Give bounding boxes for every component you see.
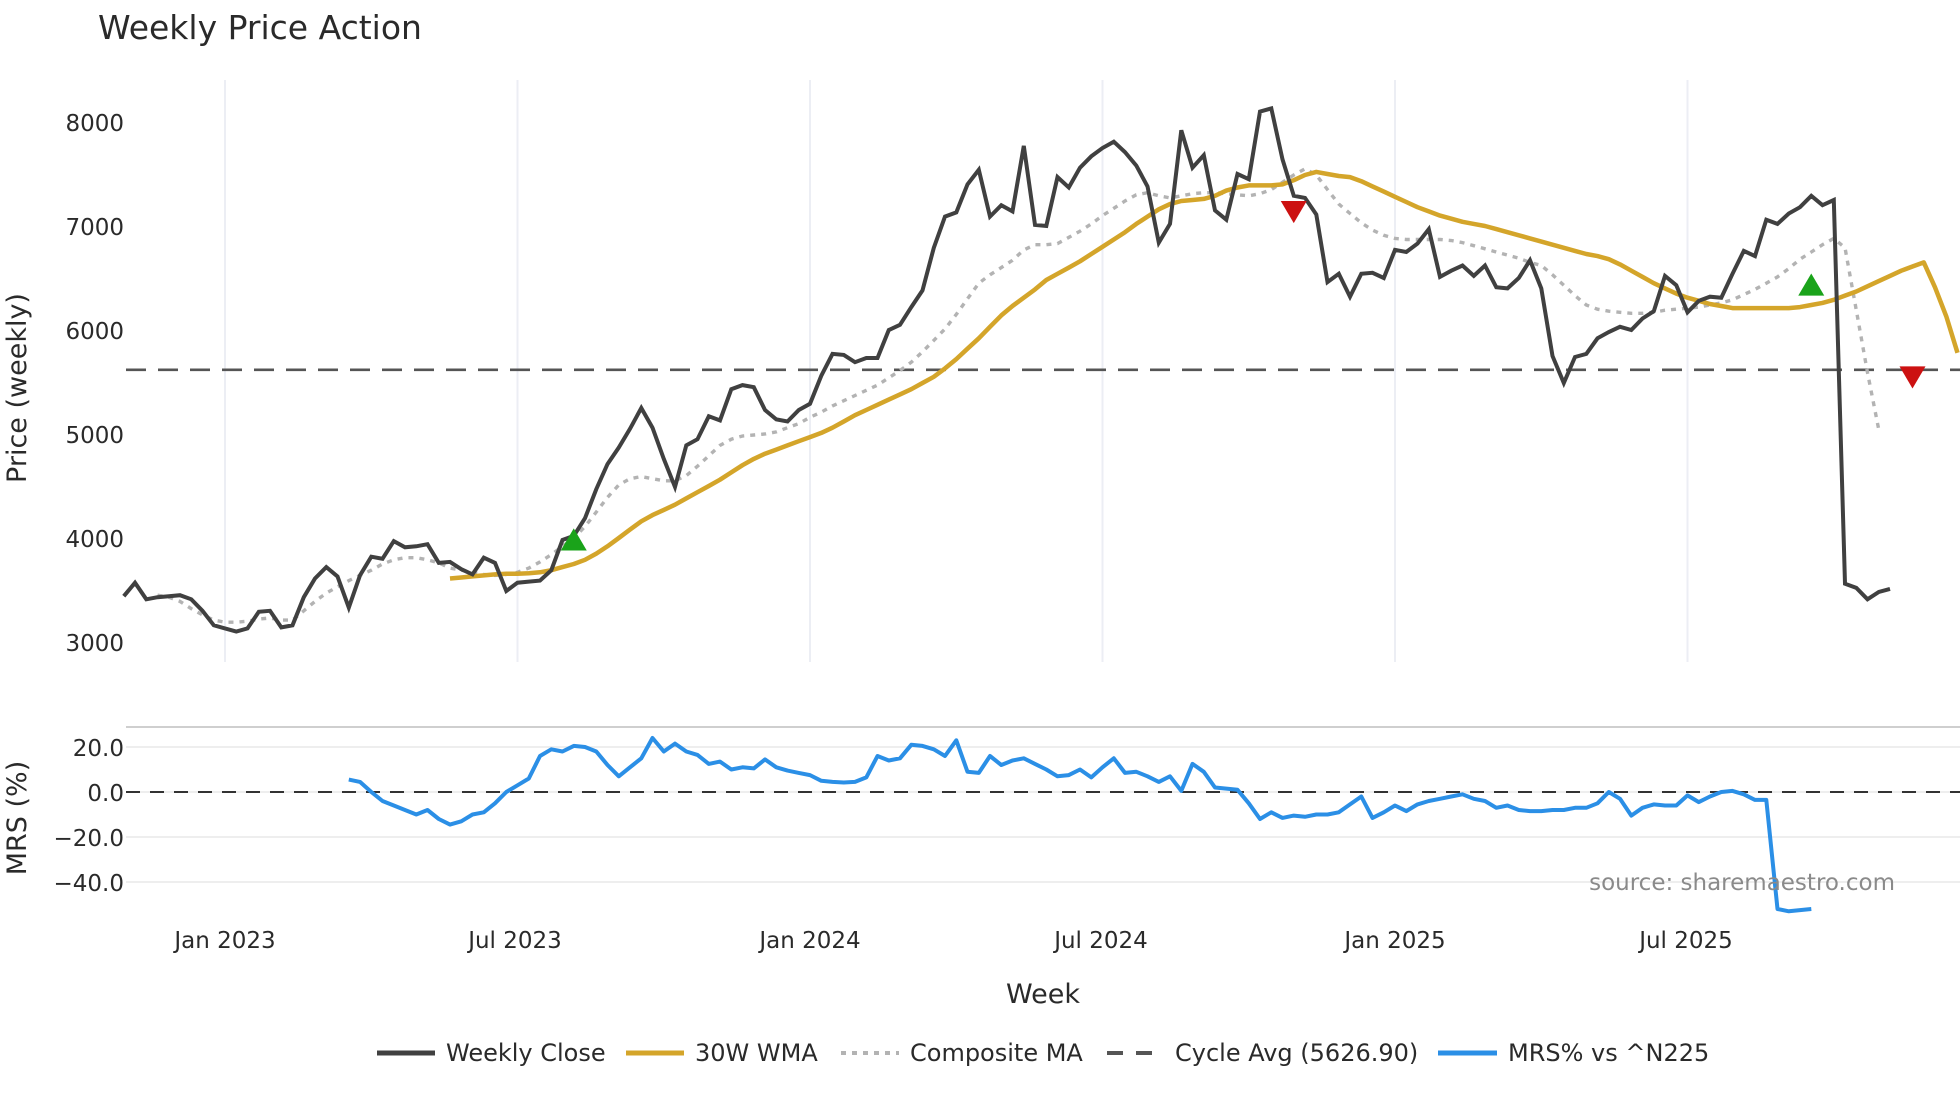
sell-signal-triangle-down-icon (1899, 366, 1926, 389)
buy-signal-triangle-up-icon (560, 528, 587, 551)
signal-markers (560, 201, 1926, 551)
mrs-tick-0: 0.0 (87, 781, 124, 807)
mrs-tick-minus-20: −20.0 (54, 826, 124, 852)
x-tick-jul-2023: Jul 2023 (466, 928, 562, 954)
y-tick-5000: 5000 (65, 423, 124, 449)
legend-item-wma[interactable]: 30W WMA (626, 1039, 818, 1067)
legend-item-mrs[interactable]: MRS% vs ^N225 (1438, 1039, 1709, 1067)
wma-30w-line (449, 169, 1960, 581)
chart-title: Weekly Price Action (98, 8, 422, 47)
legend-label-weekly-close: Weekly Close (446, 1039, 606, 1067)
legend-item-composite-ma[interactable]: Composite MA (841, 1039, 1083, 1067)
x-tick-jul-2024: Jul 2024 (1052, 928, 1148, 954)
x-tick-jan-2025: Jan 2025 (1342, 928, 1445, 954)
sell-signal-triangle-down-icon (1280, 201, 1307, 224)
legend-label-mrs: MRS% vs ^N225 (1508, 1039, 1709, 1067)
mrs-line (348, 736, 1812, 914)
mrs-tick-minus-40: −40.0 (54, 871, 124, 897)
legend-item-weekly-close[interactable]: Weekly Close (377, 1039, 606, 1067)
weekly-close-line (122, 105, 1891, 634)
x-axis-title: Week (1006, 979, 1080, 1010)
x-tick-jan-2024: Jan 2024 (757, 928, 860, 954)
price-gridlines (224, 80, 1689, 662)
y-tick-6000: 6000 (65, 319, 124, 345)
source-attribution: source: sharemaestro.com (1589, 870, 1895, 896)
price-y-ticks: 8000 7000 6000 5000 4000 3000 (65, 111, 124, 657)
y-tick-4000: 4000 (65, 527, 124, 553)
x-axis-ticks: Jan 2023 Jul 2023 Jan 2024 Jul 2024 Jan … (172, 928, 1732, 954)
mrs-gridlines (126, 746, 1960, 883)
buy-signal-triangle-up-icon (1798, 273, 1825, 296)
price-panel: 8000 7000 6000 5000 4000 3000 Price (wee… (2, 80, 1960, 662)
legend-item-cycle-avg[interactable]: Cycle Avg (5626.90) (1107, 1039, 1418, 1067)
y-tick-7000: 7000 (65, 215, 124, 241)
y-tick-3000: 3000 (65, 631, 124, 657)
x-tick-jan-2023: Jan 2023 (172, 928, 275, 954)
legend-label-composite-ma: Composite MA (910, 1039, 1083, 1067)
y-tick-8000: 8000 (65, 111, 124, 137)
composite-ma-line (157, 166, 1881, 624)
legend: Weekly Close 30W WMA Composite MA Cycle … (377, 1039, 1709, 1067)
mrs-y-axis-title: MRS (%) (2, 761, 33, 876)
mrs-tick-20: 20.0 (73, 736, 124, 762)
x-tick-jul-2025: Jul 2025 (1637, 928, 1733, 954)
legend-label-cycle-avg: Cycle Avg (5626.90) (1175, 1039, 1418, 1067)
price-y-axis-title: Price (weekly) (2, 293, 33, 483)
legend-label-wma: 30W WMA (695, 1039, 818, 1067)
mrs-panel: 20.0 0.0 −20.0 −40.0 MRS (%) source: sha… (2, 726, 1960, 914)
